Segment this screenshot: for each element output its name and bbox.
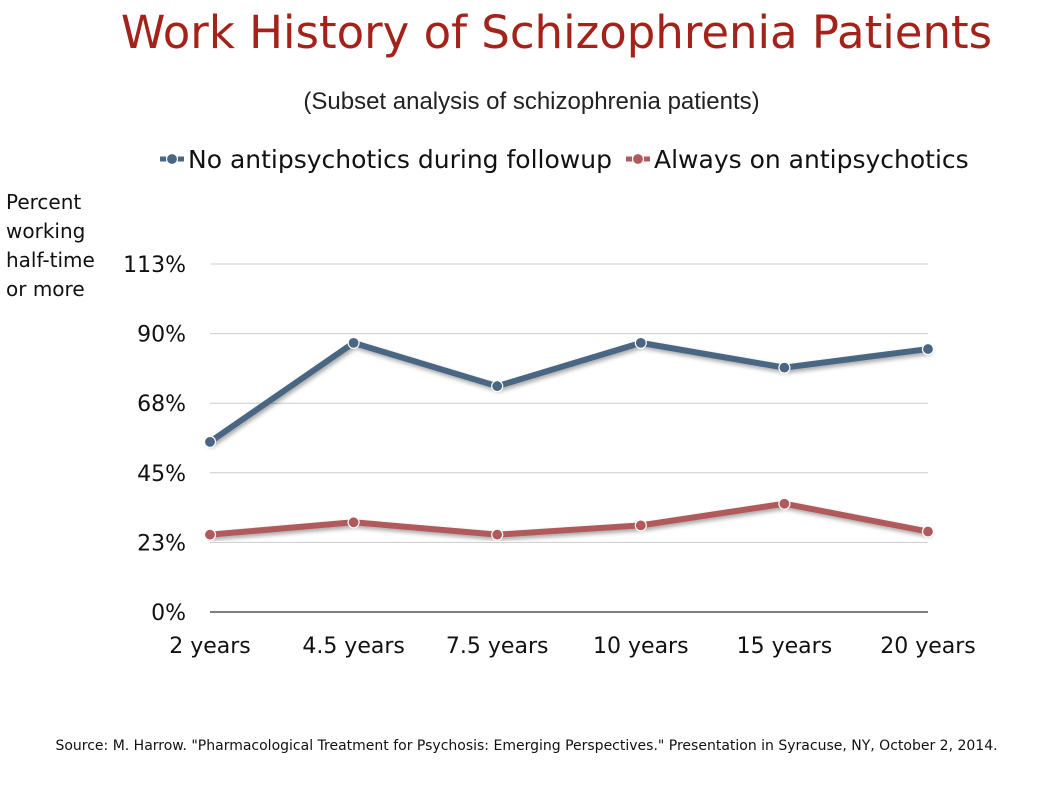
y-tick-label: 0% bbox=[151, 601, 186, 626]
y-axis-label: Percent working half-time or more bbox=[6, 190, 95, 301]
grid-lines bbox=[210, 263, 928, 613]
series-lines bbox=[203, 336, 935, 541]
chart-subtitle: (Subset analysis of schizophrenia patien… bbox=[303, 88, 760, 115]
x-tick-label: 4.5 years bbox=[302, 634, 405, 659]
x-axis-ticks: 2 years 4.5 years 7.5 years 10 years 15 year… bbox=[169, 634, 976, 659]
legend-marker bbox=[631, 152, 645, 166]
source-citation: Source: M. Harrow. "Pharmacological Trea… bbox=[55, 738, 998, 754]
legend-label: Always on antipsychotics bbox=[654, 145, 969, 174]
x-tick-label: 7.5 years bbox=[446, 634, 549, 659]
data-point bbox=[921, 525, 935, 538]
data-point bbox=[634, 336, 647, 349]
x-tick-label: 2 years bbox=[169, 634, 251, 659]
data-point bbox=[203, 528, 217, 541]
series-line-1 bbox=[207, 500, 931, 538]
data-point bbox=[634, 519, 647, 532]
y-tick-label: 113% bbox=[123, 253, 186, 278]
legend-marker bbox=[165, 152, 179, 166]
data-point bbox=[921, 342, 935, 356]
data-point bbox=[347, 516, 360, 529]
x-tick-label: 15 years bbox=[737, 634, 833, 659]
page-title: Work History of Schizophrenia Patients bbox=[120, 6, 993, 59]
data-point bbox=[203, 435, 217, 448]
y-tick-label: 90% bbox=[137, 323, 186, 348]
y-tick-label: 68% bbox=[137, 392, 186, 417]
data-point bbox=[778, 361, 791, 374]
x-tick-label: 20 years bbox=[880, 634, 976, 659]
data-point bbox=[491, 528, 504, 541]
y-axis-ticks: 0% 23% 45% 68% 90% 113% bbox=[123, 253, 186, 626]
chart-legend: No antipsychotics during followup Always … bbox=[160, 145, 969, 174]
data-point bbox=[491, 380, 504, 393]
y-tick-label: 23% bbox=[137, 531, 186, 556]
data-point bbox=[347, 336, 360, 349]
y-tick-label: 45% bbox=[137, 462, 186, 487]
legend-label: No antipsychotics during followup bbox=[188, 145, 612, 174]
data-point bbox=[778, 497, 791, 510]
x-tick-label: 10 years bbox=[593, 634, 689, 659]
series-line-0 bbox=[207, 339, 931, 445]
